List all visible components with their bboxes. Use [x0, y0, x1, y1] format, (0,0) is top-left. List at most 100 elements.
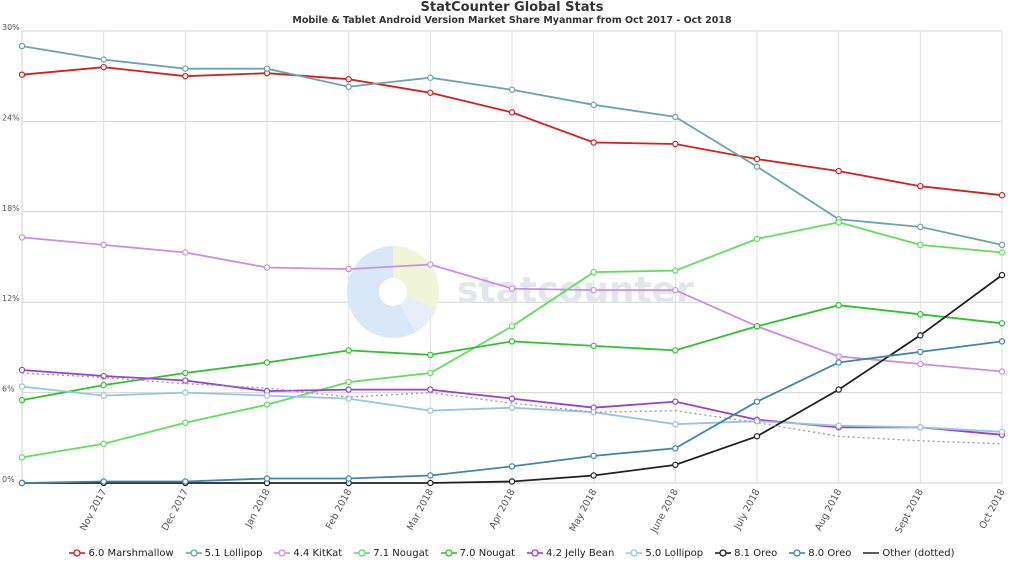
- data-point: [263, 65, 271, 72]
- data-point: [345, 83, 352, 90]
- data-point: [753, 323, 761, 330]
- data-point: [182, 478, 189, 485]
- data-point: [18, 479, 26, 487]
- legend-item[interactable]: 5.0 Lollipop: [626, 548, 703, 559]
- data-point: [345, 76, 352, 83]
- legend-item[interactable]: 4.4 KitKat: [274, 548, 342, 559]
- data-point: [263, 401, 271, 408]
- x-tick-label: Jan 2018: [243, 487, 273, 530]
- data-point: [672, 267, 679, 274]
- chart-title: StatCounter Global Stats: [420, 0, 604, 15]
- data-point: [345, 347, 352, 354]
- data-point: [917, 311, 924, 318]
- x-tick-label: Apr 2018: [487, 487, 517, 531]
- legend-marker-icon: [715, 549, 732, 557]
- data-point: [672, 347, 679, 354]
- data-point: [427, 386, 434, 393]
- data-point: [182, 249, 189, 256]
- legend-marker-icon: [440, 549, 457, 557]
- legend-marker-icon: [527, 549, 544, 557]
- legend-marker-icon: [789, 549, 806, 557]
- x-tick-label: Nov 2017: [78, 487, 109, 533]
- data-point: [18, 71, 26, 78]
- data-point: [427, 89, 434, 96]
- data-point: [427, 261, 434, 268]
- data-point: [835, 422, 842, 429]
- legend-label: 5.0 Lollipop: [645, 547, 704, 559]
- data-point: [835, 167, 842, 175]
- legend-item[interactable]: 5.1 Lollipop: [185, 548, 262, 559]
- data-point: [100, 56, 107, 63]
- data-point: [917, 241, 924, 249]
- x-tick-label: July 2018: [732, 487, 763, 532]
- data-point: [182, 369, 189, 377]
- data-point: [508, 478, 516, 485]
- data-point: [427, 479, 434, 487]
- legend-marker-icon: [185, 549, 202, 557]
- data-point: [18, 42, 26, 50]
- data-point: [18, 383, 26, 390]
- data-point: [672, 398, 679, 405]
- data-point: [345, 378, 352, 386]
- x-tick-label: Mar 2018: [405, 487, 436, 532]
- legend-label: 7.0 Nougat: [459, 547, 516, 559]
- legend-marker-icon: [274, 549, 291, 557]
- watermark-pie-slice: [393, 292, 436, 332]
- data-point: [998, 271, 1006, 279]
- data-point: [182, 377, 189, 384]
- data-point: [182, 419, 189, 426]
- data-point: [590, 286, 597, 294]
- legend-label: 4.4 KitKat: [293, 547, 343, 559]
- data-point: [753, 163, 761, 170]
- legend-marker-icon: [354, 549, 371, 557]
- data-point: [917, 424, 924, 431]
- data-point: [753, 155, 761, 163]
- data-point: [998, 241, 1006, 249]
- data-point: [998, 428, 1006, 435]
- data-point: [917, 223, 924, 231]
- data-point: [590, 342, 597, 350]
- data-point: [508, 463, 516, 470]
- legend-label: 6.0 Marshmallow: [88, 547, 174, 559]
- legend-item[interactable]: 7.1 Nougat: [354, 547, 429, 559]
- data-point: [508, 338, 516, 345]
- data-point: [508, 285, 516, 292]
- data-point: [263, 392, 271, 399]
- legend-item[interactable]: 8.0 Oreo: [789, 548, 851, 559]
- data-point: [427, 407, 434, 414]
- data-point: [263, 264, 271, 271]
- x-tick-label: May 2018: [568, 487, 600, 534]
- legend-label: Other (dotted): [882, 547, 955, 559]
- data-point: [18, 396, 26, 404]
- legend-label: 7.1 Nougat: [373, 547, 429, 559]
- data-point: [18, 454, 26, 461]
- data-point: [917, 182, 924, 190]
- x-tick-label: Feb 2018: [324, 487, 354, 531]
- data-point: [427, 351, 434, 359]
- legend-item[interactable]: 8.1 Oreo: [715, 548, 777, 559]
- data-point: [182, 65, 189, 72]
- x-tick-label: Dec 2017: [160, 487, 191, 532]
- data-point: [100, 63, 107, 71]
- data-point: [263, 475, 271, 482]
- legend-item[interactable]: Other (dotted): [863, 547, 955, 559]
- data-point: [508, 86, 516, 93]
- legend-item[interactable]: 7.0 Nougat: [440, 547, 516, 559]
- data-point: [590, 472, 597, 479]
- chart-legend: 6.0 Marshmallow 5.1 Lollipop 4.4 KitKat 7.1…: [0, 545, 1024, 561]
- series-line: [21, 372, 1003, 445]
- data-point: [427, 472, 434, 479]
- data-point: [182, 72, 189, 80]
- data-point: [508, 323, 516, 330]
- data-point: [835, 302, 842, 309]
- data-point: [590, 101, 597, 109]
- data-point: [100, 381, 107, 389]
- chart-subtitle: Mobile & Tablet Android Version Market S…: [292, 15, 732, 26]
- legend-item[interactable]: 4.2 Jelly Bean: [527, 548, 614, 559]
- data-point: [998, 192, 1006, 199]
- watermark-pie-hole: [379, 278, 407, 306]
- y-tick-label: 12%: [2, 294, 20, 303]
- legend-item[interactable]: 6.0 Marshmallow: [69, 547, 174, 559]
- data-point: [672, 445, 679, 452]
- data-point: [182, 389, 189, 396]
